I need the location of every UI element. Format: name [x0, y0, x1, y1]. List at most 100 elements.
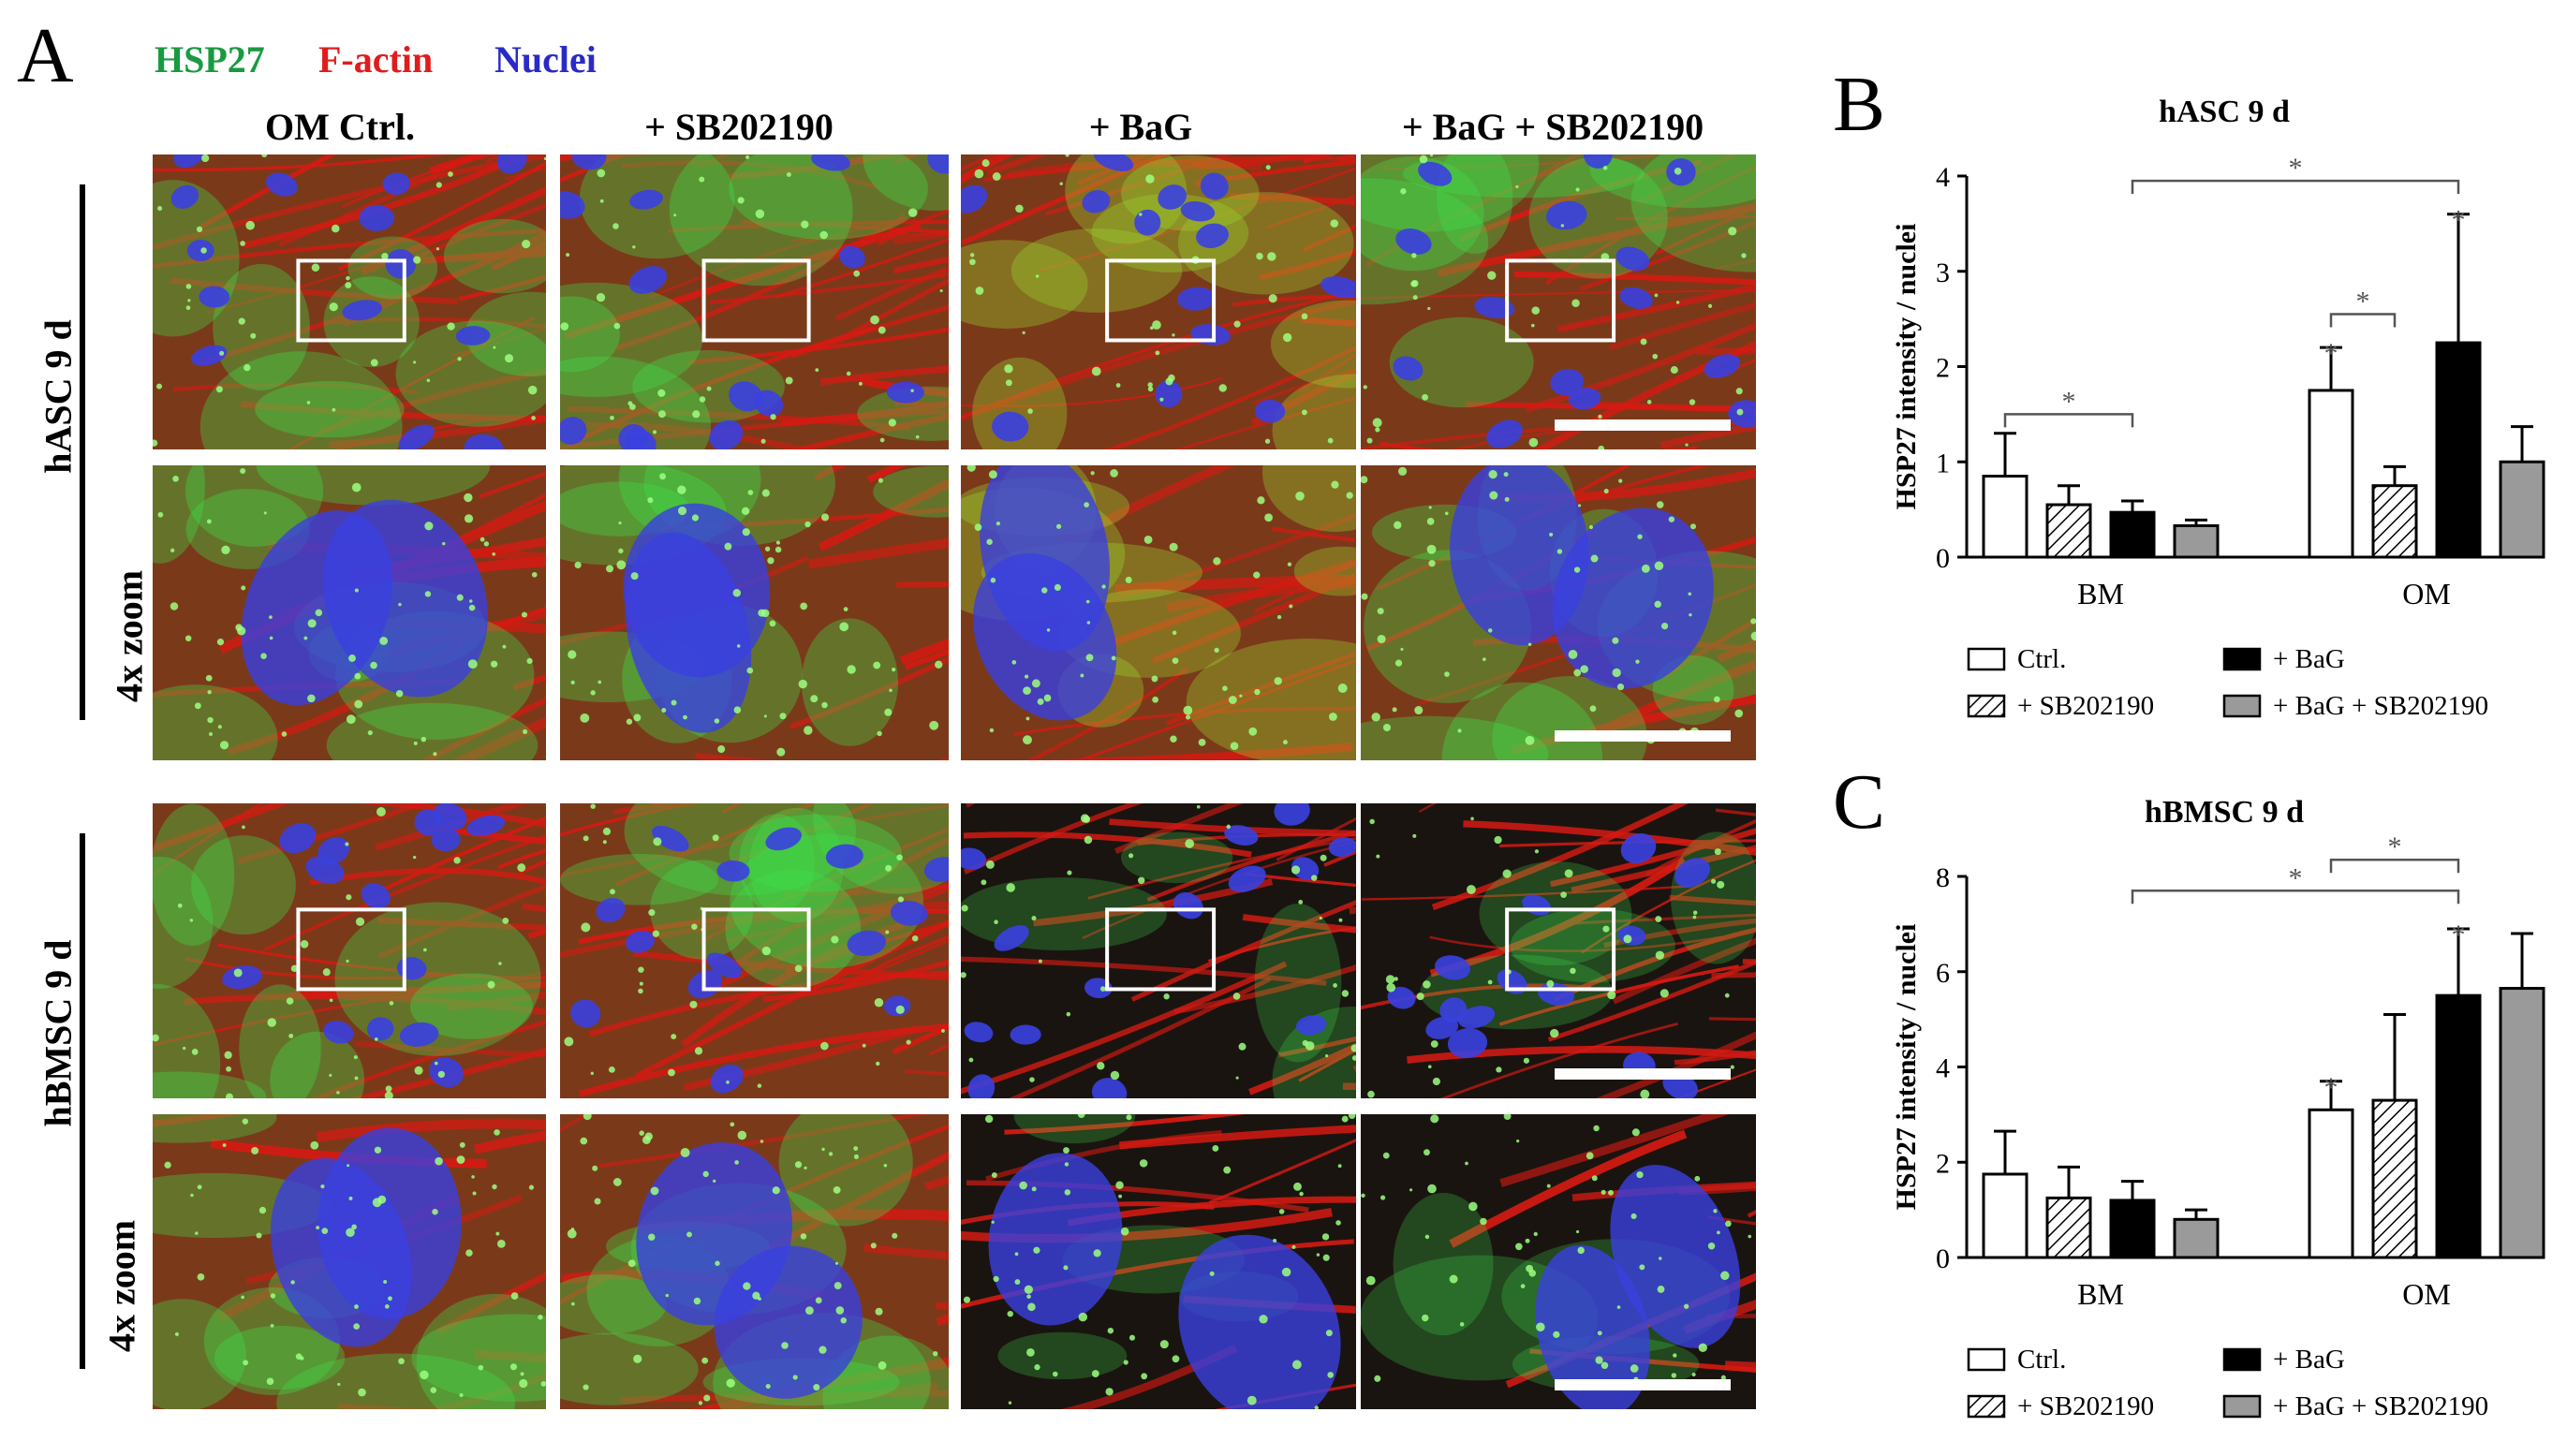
legend-swatch: [1967, 647, 2006, 671]
panel-letter-c: C: [1833, 758, 1886, 846]
bar-om-3: [2499, 987, 2545, 1259]
bar-chart-svg: hASC 9 d 0 1 2 3 4 HSP27 intensity / nuclei BM O…: [1891, 95, 2545, 721]
significance-bracket: [2329, 313, 2397, 328]
stain-label-factin: F-actin: [318, 38, 434, 81]
bar-bm-3: [2173, 1217, 2220, 1259]
significance-star: *: [2324, 1072, 2338, 1103]
category-label: OM: [2402, 1277, 2451, 1311]
significance-bracket: [2003, 413, 2134, 428]
legend-swatch: [1967, 1394, 2006, 1419]
micrograph-hasc-zoom-bag-sb202190: [1361, 465, 1756, 760]
row-label-hasc-zoom: 4x zoom: [108, 569, 151, 703]
legend-swatch: [2222, 647, 2262, 671]
bar-om-2: [2435, 993, 2482, 1259]
legend-swatch: [1967, 1347, 2006, 1372]
significance-bracket: [2131, 179, 2460, 195]
bar-om-3: [2499, 460, 2545, 559]
y-tick-label: 1: [1936, 448, 1950, 478]
category-label: BM: [2077, 577, 2124, 610]
zoom-region-box: [1105, 258, 1217, 343]
micrograph-hbmsc-zoom-bag: [961, 1114, 1356, 1409]
row-label-hbmsc: hBMSC 9 d: [37, 939, 80, 1127]
micrograph-hbmsc-ctrl: [153, 803, 546, 1098]
legend-swatch: [1967, 694, 2006, 718]
category-label: BM: [2077, 1277, 2124, 1311]
bar-bm-0: [1982, 1172, 2029, 1259]
y-tick-label: 2: [1936, 353, 1950, 384]
legend-swatch: [2222, 1347, 2262, 1372]
column-header-bag-sb202190: + BaG + SB202190: [1401, 106, 1704, 148]
significance-star: *: [2289, 862, 2303, 893]
chart-hbmsc: hBMSC 9 d 0 2 4 6 8 HSP27 intensity / nuclei BM…: [1864, 785, 2566, 1451]
significance-star: *: [2452, 919, 2466, 950]
micrograph-hbmsc-sb202190: [560, 803, 949, 1098]
micrograph-hasc-zoom-ctrl: [153, 465, 546, 760]
row-bracket-hbmsc: [80, 833, 85, 1369]
significance-bracket: [2329, 858, 2460, 874]
micrograph-hbmsc-zoom-bag-sb202190: [1361, 1114, 1756, 1409]
zoom-region-box: [296, 907, 406, 992]
stain-label-nuclei: Nuclei: [494, 38, 597, 81]
y-tick-label: 0: [1936, 543, 1950, 574]
legend-label: + SB202190: [2017, 1391, 2154, 1421]
legend-label: + BaG + SB202190: [2273, 1391, 2488, 1421]
significance-star: *: [2388, 831, 2402, 862]
legend-label: Ctrl.: [2017, 1345, 2066, 1375]
category-label: OM: [2402, 577, 2451, 610]
micrograph-hasc-sb202190: [560, 154, 949, 449]
legend-label: Ctrl.: [2017, 644, 2066, 674]
bar-om-1: [2371, 1098, 2418, 1259]
y-tick-label: 4: [1936, 162, 1950, 193]
y-tick-label: 2: [1936, 1148, 1950, 1179]
legend-swatch: [2222, 694, 2262, 718]
y-tick-label: 8: [1936, 862, 1950, 893]
y-tick-label: 3: [1936, 257, 1950, 288]
stain-label-hsp27: HSP27: [155, 38, 265, 81]
zoom-region-box: [296, 258, 406, 343]
column-header-om-ctrl: OM Ctrl.: [265, 106, 415, 148]
micrograph-hasc-zoom-bag: [961, 465, 1356, 760]
scale-bar: [1555, 730, 1731, 742]
micrograph-hasc-zoom-sb202190: [560, 465, 949, 760]
row-label-hasc: hASC 9 d: [37, 319, 80, 474]
bar-bm-2: [2109, 1199, 2156, 1259]
legend-label: + SB202190: [2017, 691, 2154, 721]
panel-letter-a: A: [17, 12, 74, 99]
chart-hasc: hASC 9 d 0 1 2 3 4 HSP27 intensity / nuclei BM O…: [1864, 84, 2566, 749]
legend-label: + BaG: [2273, 1345, 2345, 1375]
y-axis-label: HSP27 intensity / nuclei: [1891, 224, 1922, 510]
y-axis-label: HSP27 intensity / nuclei: [1891, 924, 1922, 1211]
significance-star: *: [2452, 205, 2466, 236]
scale-bar: [1555, 419, 1731, 431]
zoom-region-box: [1505, 258, 1616, 343]
legend-swatch: [2222, 1394, 2262, 1419]
significance-star: *: [2289, 153, 2303, 184]
row-label-hbmsc-zoom: 4x zoom: [100, 1219, 143, 1353]
significance-star: *: [2324, 338, 2338, 369]
y-tick-label: 4: [1936, 1053, 1950, 1084]
column-header-sb202190: + SB202190: [644, 106, 834, 148]
chart-title: hASC 9 d: [2159, 95, 2290, 129]
row-bracket-hasc: [80, 184, 85, 720]
bar-om-0: [2308, 389, 2354, 559]
bar-bm-0: [1982, 475, 2029, 559]
legend-label: + BaG: [2273, 644, 2345, 674]
bar-om-1: [2371, 484, 2418, 559]
zoom-region-box: [701, 907, 811, 992]
scale-bar: [1555, 1068, 1731, 1080]
micrograph-hbmsc-zoom-ctrl: [153, 1114, 546, 1409]
y-tick-label: 0: [1936, 1243, 1950, 1274]
significance-bracket: [2131, 890, 2460, 904]
scale-bar: [1555, 1379, 1731, 1390]
zoom-region-box: [1505, 907, 1616, 992]
y-tick-label: 6: [1936, 958, 1950, 989]
bar-bm-1: [2045, 503, 2092, 559]
zoom-region-box: [1105, 907, 1217, 992]
panel-letter-b: B: [1833, 61, 1886, 148]
micrograph-hbmsc-zoom-sb202190: [560, 1114, 949, 1409]
chart-title: hBMSC 9 d: [2145, 795, 2304, 830]
bar-bm-3: [2173, 523, 2220, 559]
micrograph-hbmsc-bag-sb202190: [1361, 803, 1756, 1098]
bar-bm-1: [2045, 1196, 2092, 1259]
micrograph-hbmsc-bag: [961, 803, 1356, 1098]
